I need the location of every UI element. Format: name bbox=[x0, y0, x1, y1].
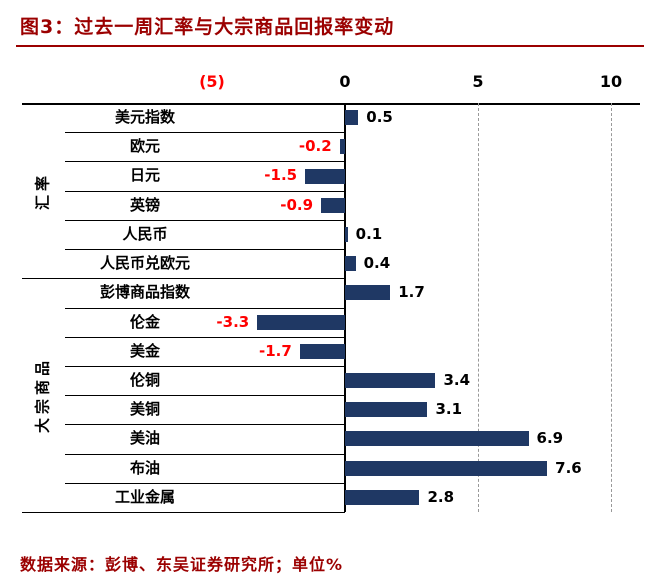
bar bbox=[345, 402, 428, 418]
group-label: 大宗商品 bbox=[33, 357, 52, 434]
value-label: -3.3 bbox=[216, 312, 250, 331]
row-separator bbox=[65, 453, 345, 455]
gridline bbox=[611, 103, 612, 512]
row-separator bbox=[65, 249, 345, 251]
bar bbox=[299, 343, 345, 359]
category-label: 伦铜 bbox=[129, 370, 160, 389]
row-separator bbox=[65, 219, 345, 221]
bar bbox=[257, 314, 345, 330]
category-label: 伦金 bbox=[129, 312, 160, 331]
x-axis-tick-label: 10 bbox=[599, 72, 623, 91]
value-label: 3.4 bbox=[443, 370, 471, 389]
bar bbox=[345, 256, 356, 272]
bar bbox=[321, 197, 345, 213]
value-label: 7.6 bbox=[555, 458, 582, 477]
row-separator bbox=[65, 190, 345, 192]
value-label: 6.9 bbox=[536, 429, 564, 448]
row-separator bbox=[65, 307, 345, 309]
group-label: 汇率 bbox=[33, 171, 52, 210]
row-separator bbox=[65, 395, 345, 397]
row-separator bbox=[22, 278, 345, 280]
title-divider bbox=[16, 45, 644, 47]
bar bbox=[345, 460, 548, 476]
gridline bbox=[478, 103, 479, 512]
figure-title: 图3：过去一周汇率与大宗商品回报率变动 bbox=[20, 16, 395, 38]
category-label: 美元指数 bbox=[114, 108, 175, 126]
row-separator bbox=[65, 336, 345, 338]
category-label: 美铜 bbox=[129, 400, 160, 419]
row-separator bbox=[22, 512, 345, 513]
category-label: 英镑 bbox=[129, 195, 160, 214]
zero-axis-line bbox=[344, 103, 346, 512]
category-label: 人民币 bbox=[122, 224, 168, 243]
row-separator bbox=[65, 424, 345, 426]
bar bbox=[345, 373, 436, 389]
category-label: 欧元 bbox=[129, 137, 160, 156]
bar bbox=[345, 110, 359, 126]
category-label: 彭博商品指数 bbox=[99, 283, 190, 302]
value-label: -1.7 bbox=[258, 341, 292, 360]
row-separator bbox=[65, 482, 345, 484]
value-label: 0.5 bbox=[366, 108, 393, 126]
value-label: 0.1 bbox=[355, 224, 383, 243]
category-label: 工业金属 bbox=[114, 487, 175, 506]
value-label: 0.4 bbox=[363, 254, 391, 273]
value-label: 1.7 bbox=[398, 283, 425, 302]
category-label: 日元 bbox=[129, 166, 160, 185]
x-axis-tick-label: 0 bbox=[339, 72, 351, 91]
value-label: -0.2 bbox=[298, 137, 332, 156]
bar bbox=[305, 168, 345, 184]
category-label: 美油 bbox=[129, 429, 160, 448]
value-label: -0.9 bbox=[280, 195, 314, 214]
x-axis-tick-label: 5 bbox=[472, 72, 484, 91]
data-source: 数据来源：彭博、东吴证券研究所；单位% bbox=[20, 555, 344, 574]
row-separator bbox=[65, 365, 345, 367]
value-label: -1.5 bbox=[264, 166, 298, 185]
category-label: 布油 bbox=[129, 458, 160, 477]
category-label: 人民币兑欧元 bbox=[99, 254, 190, 273]
bar bbox=[339, 139, 345, 155]
category-label: 美金 bbox=[129, 341, 160, 360]
row-separator bbox=[65, 132, 345, 134]
value-label: 2.8 bbox=[427, 487, 455, 506]
x-axis-line bbox=[22, 103, 640, 105]
bar bbox=[345, 489, 420, 505]
bar bbox=[345, 285, 391, 301]
bar bbox=[345, 431, 529, 447]
value-label: 3.1 bbox=[435, 400, 463, 419]
bar bbox=[345, 226, 348, 242]
row-separator bbox=[65, 161, 345, 163]
x-axis-tick-label: (5) bbox=[199, 72, 225, 91]
